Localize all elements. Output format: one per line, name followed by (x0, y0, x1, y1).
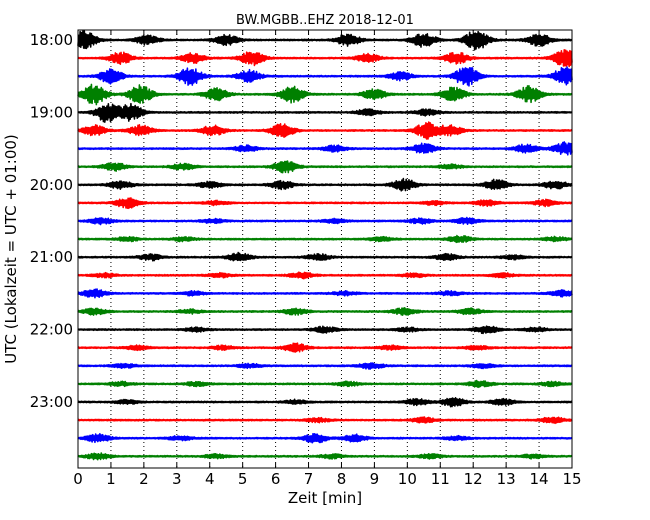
x-tick-label: 1 (106, 470, 116, 488)
plot-frame (77, 29, 573, 469)
seismogram-trace (77, 83, 573, 106)
x-tick-label: 10 (398, 470, 417, 488)
seismogram-trace (77, 271, 573, 280)
y-tick-label: 21:00 (30, 248, 73, 266)
seismogram-trace (77, 102, 573, 123)
seismogram-trace (77, 306, 573, 317)
seismogram-trace (77, 379, 573, 389)
seismogram-trace (77, 216, 573, 226)
y-tick-label: 18:00 (30, 31, 73, 49)
x-tick-label: 0 (73, 470, 83, 488)
x-axis-ticks: 0 1 2 3 4 5 6 7 8 9 10 11 12 13 14 15 (73, 30, 582, 488)
seismogram-trace (77, 432, 573, 444)
x-tick-label: 6 (271, 470, 281, 488)
x-tick-label: 3 (172, 470, 182, 488)
x-tick-label: 12 (464, 470, 483, 488)
seismogram-trace (77, 141, 573, 156)
x-tick-label: 9 (370, 470, 380, 488)
x-tick-label: 7 (304, 470, 314, 488)
seismogram-trace (77, 288, 573, 299)
seismogram-trace (77, 251, 573, 262)
x-tick-label: 14 (530, 470, 549, 488)
y-axis-ticks: 18:00 19:00 20:00 21:00 22:00 23:00 (30, 31, 572, 411)
seismogram-trace (77, 30, 573, 51)
x-tick-label: 11 (431, 470, 450, 488)
seismogram-trace (77, 177, 573, 192)
x-tick-label: 8 (337, 470, 347, 488)
x-tick-label: 5 (238, 470, 248, 488)
x-tick-label: 4 (205, 470, 215, 488)
y-tick-label: 20:00 (30, 176, 73, 194)
x-tick-label: 15 (562, 470, 581, 488)
seismogram-trace (77, 396, 573, 408)
traces (77, 30, 573, 461)
seismogram-trace (77, 452, 573, 461)
seismogram-trace (77, 121, 573, 140)
seismogram-trace (77, 234, 573, 244)
y-axis-label: UTC (Lokalzeit = UTC + 01:00) (2, 134, 20, 364)
seismogram-trace (77, 416, 573, 425)
x-tick-label: 2 (139, 470, 149, 488)
seismogram-trace (77, 342, 573, 353)
y-tick-label: 19:00 (30, 103, 73, 121)
seismogram-trace (77, 48, 573, 68)
y-tick-label: 22:00 (30, 321, 73, 339)
seismogram-trace (77, 325, 573, 335)
seismogram-trace (77, 362, 573, 370)
seismogram-trace (77, 160, 573, 174)
seismogram-trace (77, 66, 573, 87)
seismogram-trace (77, 197, 573, 210)
y-tick-label: 23:00 (30, 393, 73, 411)
x-axis-label: Zeit [min] (288, 489, 362, 507)
x-tick-label: 13 (497, 470, 516, 488)
chart-title: BW.MGBB..EHZ 2018-12-01 (236, 13, 414, 28)
